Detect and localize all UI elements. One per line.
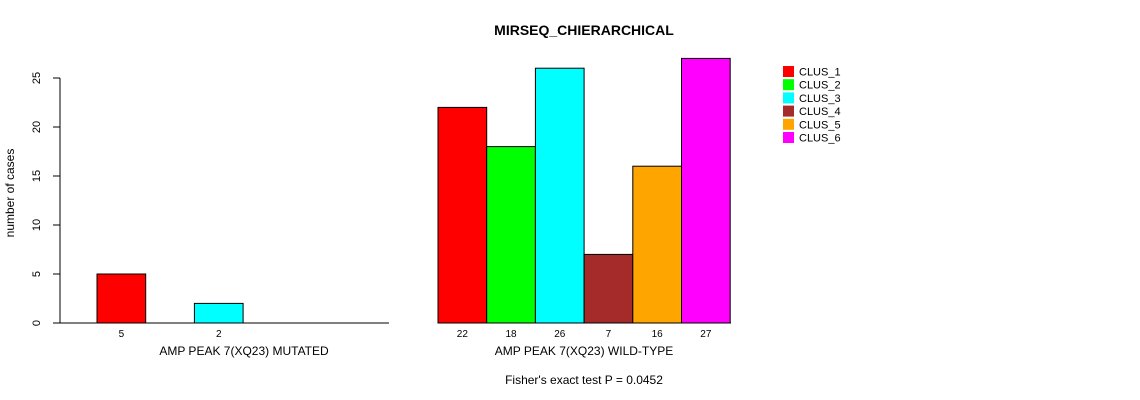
legend-swatch [783, 105, 794, 117]
bar [486, 146, 536, 324]
y-axis-label: number of cases [3, 149, 17, 238]
legend-swatch [783, 118, 794, 130]
panel-1-label: AMP PEAK 7(XQ23) MUTATED [159, 344, 329, 358]
chart-title: MIRSEQ_CHIERARCHICAL [494, 22, 674, 38]
bar [583, 253, 634, 324]
bar [681, 57, 731, 324]
y-tick-label: 15 [31, 170, 43, 182]
legend-label: CLUS_2 [799, 80, 841, 92]
y-tick-label: 25 [31, 72, 43, 84]
y-tick-label: 0 [31, 320, 43, 326]
legend-swatch [783, 132, 794, 143]
bars-group: 5 2 22 18 26 7 16 27 [60, 57, 731, 340]
y-tick-label: 20 [31, 121, 43, 133]
bar [534, 67, 585, 324]
y-tick-label: 5 [31, 271, 43, 277]
legend-label: CLUS_1 [799, 67, 841, 79]
bar [193, 302, 244, 324]
bar [96, 273, 147, 324]
bar-count-label: 7 [606, 329, 612, 340]
legend-swatch [783, 92, 794, 104]
bar [437, 106, 488, 324]
legend-label: CLUS_6 [799, 133, 841, 145]
bar [632, 165, 682, 324]
bar-count-label: 27 [700, 329, 712, 340]
legend-label: CLUS_5 [799, 119, 841, 131]
fisher-test-note: Fisher's exact test P = 0.0452 [505, 373, 663, 387]
legend-label: CLUS_3 [799, 93, 841, 105]
legend-label: CLUS_4 [799, 106, 841, 118]
bar-count-label: 22 [457, 329, 469, 340]
legend-swatch [783, 66, 794, 77]
panel-2-label: AMP PEAK 7(XQ23) WILD-TYPE [495, 344, 674, 358]
bar-count-label: 26 [554, 329, 566, 340]
y-axis: 0 5 10 15 20 25 [31, 72, 61, 326]
bar-count-label: 5 [119, 329, 125, 340]
bar-count-label: 18 [505, 329, 517, 340]
bar-count-label: 2 [216, 329, 222, 340]
y-tick-label: 10 [31, 219, 43, 231]
legend-swatch [783, 79, 794, 91]
bar-count-label: 16 [652, 329, 664, 340]
